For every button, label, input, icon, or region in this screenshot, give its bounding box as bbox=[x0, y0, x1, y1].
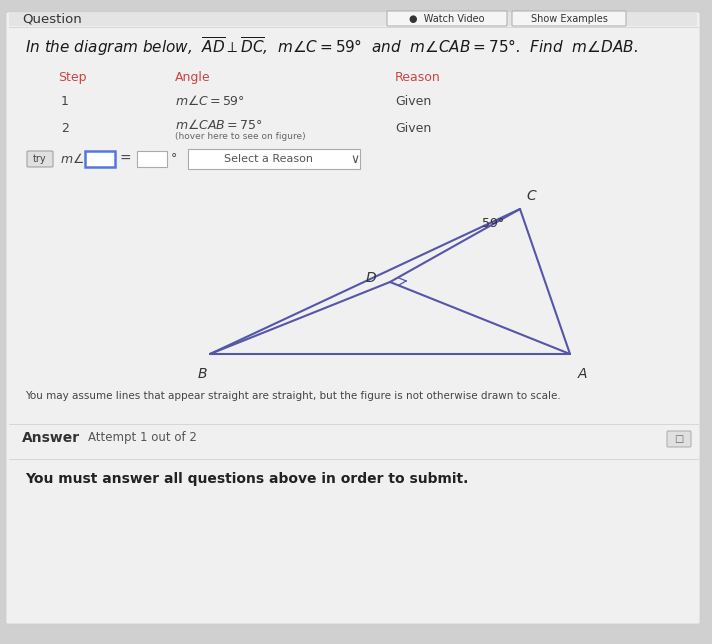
Text: 59°: 59° bbox=[482, 217, 504, 230]
FancyBboxPatch shape bbox=[387, 11, 507, 26]
Text: $m\angle CAB = 75°$: $m\angle CAB = 75°$ bbox=[175, 118, 263, 132]
Text: °: ° bbox=[171, 153, 177, 166]
Text: Select a Reason: Select a Reason bbox=[224, 154, 313, 164]
Text: Show Examples: Show Examples bbox=[530, 14, 607, 24]
Text: $m\angle C = 59°$: $m\angle C = 59°$ bbox=[175, 94, 245, 108]
FancyBboxPatch shape bbox=[6, 12, 700, 624]
Text: Attempt 1 out of 2: Attempt 1 out of 2 bbox=[88, 431, 197, 444]
Text: □: □ bbox=[674, 434, 684, 444]
Text: $m\angle$: $m\angle$ bbox=[60, 152, 84, 166]
Text: Reason: Reason bbox=[395, 70, 441, 84]
Text: You must answer all questions above in order to submit.: You must answer all questions above in o… bbox=[25, 472, 468, 486]
Bar bbox=[85, 151, 115, 167]
FancyBboxPatch shape bbox=[667, 431, 691, 447]
FancyBboxPatch shape bbox=[512, 11, 626, 26]
Text: Step: Step bbox=[58, 70, 86, 84]
Text: You may assume lines that appear straight are straight, but the figure is not ot: You may assume lines that appear straigh… bbox=[25, 391, 561, 401]
Bar bbox=[137, 151, 167, 167]
Text: B: B bbox=[197, 367, 206, 381]
Text: Given: Given bbox=[395, 122, 431, 135]
Text: Answer: Answer bbox=[22, 431, 80, 445]
Text: Question: Question bbox=[22, 12, 82, 26]
Bar bbox=[9, 13, 697, 26]
FancyBboxPatch shape bbox=[27, 151, 53, 167]
Text: 2: 2 bbox=[61, 122, 69, 135]
Text: =: = bbox=[119, 152, 131, 166]
Bar bbox=[188, 149, 360, 169]
Text: (hover here to see on figure): (hover here to see on figure) bbox=[175, 131, 305, 140]
Text: try: try bbox=[33, 154, 47, 164]
Text: In the diagram below,  $\overline{AD} \perp \overline{DC}$,  $m\angle C = 59°$  : In the diagram below, $\overline{AD} \pe… bbox=[25, 35, 638, 59]
Text: A: A bbox=[578, 367, 587, 381]
Text: Given: Given bbox=[395, 95, 431, 108]
Text: D: D bbox=[365, 271, 376, 285]
Text: Angle: Angle bbox=[175, 70, 211, 84]
Text: 1: 1 bbox=[61, 95, 69, 108]
Text: ∨: ∨ bbox=[350, 153, 360, 166]
Text: C: C bbox=[526, 189, 535, 203]
Text: ●  Watch Video: ● Watch Video bbox=[409, 14, 485, 24]
